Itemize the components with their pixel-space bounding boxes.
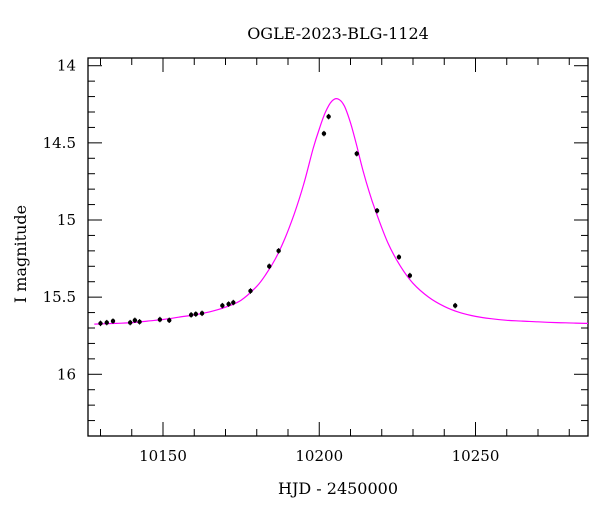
data-point (248, 288, 253, 294)
data-point (220, 303, 225, 308)
data-point (374, 208, 380, 213)
data-point (407, 273, 413, 278)
y-tick-label: 14.5 (43, 134, 76, 152)
data-point (354, 151, 359, 156)
data-point (188, 312, 194, 318)
data-point (267, 264, 272, 269)
x-axis-label: HJD - 2450000 (278, 479, 398, 498)
model-curve (94, 98, 589, 325)
y-tick-label: 15 (57, 211, 76, 229)
data-point (132, 318, 138, 323)
plot-frame (87, 57, 589, 437)
data-point (137, 319, 142, 325)
data-point (104, 320, 109, 325)
data-point (231, 300, 236, 305)
data-point (276, 248, 281, 254)
x-tick-label: 10150 (139, 447, 187, 465)
data-point (127, 320, 133, 325)
data-point (110, 318, 116, 324)
data-point (396, 254, 402, 260)
data-point (226, 301, 231, 307)
data-point (452, 303, 458, 308)
chart-title: OGLE-2023-BLG-1124 (247, 24, 429, 43)
y-tick-label: 16 (57, 365, 76, 383)
x-tick-label: 10250 (452, 447, 500, 465)
data-point (321, 131, 327, 136)
y-axis-label: I magnitude (11, 205, 30, 303)
data-point (98, 321, 103, 326)
data-point (157, 317, 163, 322)
x-tick-label: 10200 (295, 447, 343, 465)
plot-area: 10150 10200 10250 14 14.5 15 15.5 16 (43, 57, 589, 465)
data-point (326, 114, 331, 119)
data-point (193, 311, 199, 317)
y-tick-label: 15.5 (43, 288, 76, 306)
y-tick-label: 14 (57, 57, 76, 75)
data-point (199, 311, 205, 316)
data-point (167, 318, 172, 323)
